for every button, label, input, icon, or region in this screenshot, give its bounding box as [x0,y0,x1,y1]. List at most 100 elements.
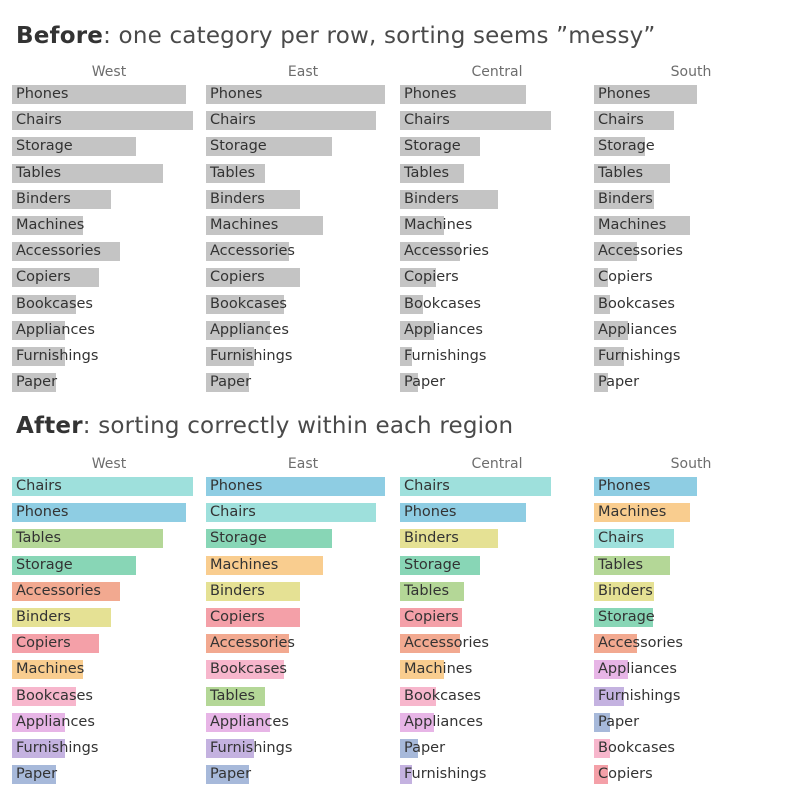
bar [206,712,270,732]
title-after-rest: : sorting correctly within each region [82,413,514,439]
bar [206,189,300,209]
bar [12,686,76,706]
bar-label: Furnishings [404,766,487,783]
bar [594,634,637,654]
bar-label: Binders [404,530,459,547]
bar [12,216,83,235]
bar [12,294,76,314]
bar-label: Binders [16,609,71,625]
bar [400,555,480,575]
bar-label: Phones [210,86,263,102]
title-before-rest: : one category per row, sorting seems ”m… [103,23,656,49]
bar-label: Copiers [16,635,71,652]
bar-label: Copiers [598,269,653,286]
bar-label: Paper [404,374,446,391]
region-header: West [91,456,127,472]
bar-label: Phones [598,86,651,102]
bar-label: Phones [598,478,651,494]
bar-label: Furnishings [598,348,681,364]
bar [400,189,498,209]
region-header: South [670,456,712,472]
region-header: East [287,64,319,80]
bar-label: Bookcases [404,295,481,312]
bar [400,216,445,235]
bar [594,608,653,627]
bar [12,85,186,104]
bar-label: Accessories [210,243,295,260]
bar-label: Machines [598,217,667,233]
bar [400,608,463,627]
bar-label: Binders [16,190,71,207]
bar [400,712,434,732]
region-header: Central [471,64,523,80]
bar [594,765,609,785]
bar-label: Phones [404,86,457,102]
bar-label: Tables [404,164,450,181]
bar [594,686,625,706]
bar [206,581,300,601]
bar-label: Paper [16,374,58,391]
bar-label: Storage [210,530,267,547]
bar-label: Bookcases [16,295,93,312]
bar [12,242,121,262]
bar [400,765,413,785]
bar-label: Copiers [210,269,265,286]
bar-label: Accessories [598,243,683,260]
bar-label: Copiers [404,609,459,625]
bar-label: Machines [598,504,667,521]
bar [594,137,646,157]
bar [594,555,671,575]
bar-label: Appliances [598,321,677,338]
bar-label: Storage [16,138,73,155]
bar [594,529,674,549]
bar-label: Phones [210,478,263,494]
bar [206,163,265,183]
bar [12,477,193,496]
bar-label: Copiers [404,269,459,286]
bar-label: Phones [404,504,457,521]
bar-label: Accessories [210,635,295,652]
title-before-bold: Before [16,23,104,49]
bar [594,294,610,314]
bar [400,739,418,758]
chart-title-after: After: sorting correctly within each reg… [16,413,513,439]
bar-label: Chairs [598,112,644,129]
bar [206,686,265,706]
bar-label: Machines [404,217,473,233]
bar [400,373,418,393]
bar-label: Furnishings [598,687,681,704]
bar-label: Accessories [404,243,489,260]
bar [206,555,324,575]
bar [400,529,498,549]
bar [400,111,551,131]
bar [206,765,249,785]
bar-label: Copiers [16,269,71,286]
bar-label: Chairs [404,112,450,129]
bar [594,216,690,235]
bar [594,660,628,680]
bar [12,320,66,340]
bar-label: Chairs [404,478,450,494]
bar [206,137,332,157]
bar [206,320,270,340]
bar-label: Appliances [210,321,289,338]
bar-label: Phones [16,86,69,102]
bar-label: Storage [16,556,73,573]
bar [206,608,300,627]
bar [12,189,112,209]
bar [12,111,193,131]
bar-label: Bookcases [404,687,481,704]
bar-label: Storage [404,138,461,155]
region-header: West [91,64,127,80]
bar-label: Appliances [598,661,677,678]
bar-label: Tables [16,164,62,181]
bar [400,477,551,496]
bar-label: Accessories [16,582,101,599]
bar-label: Paper [16,766,58,783]
bar-label: Storage [210,138,267,155]
bar [594,739,610,758]
bar-label: Appliances [16,321,95,338]
bar-label: Furnishings [210,740,293,756]
bar [400,137,480,157]
